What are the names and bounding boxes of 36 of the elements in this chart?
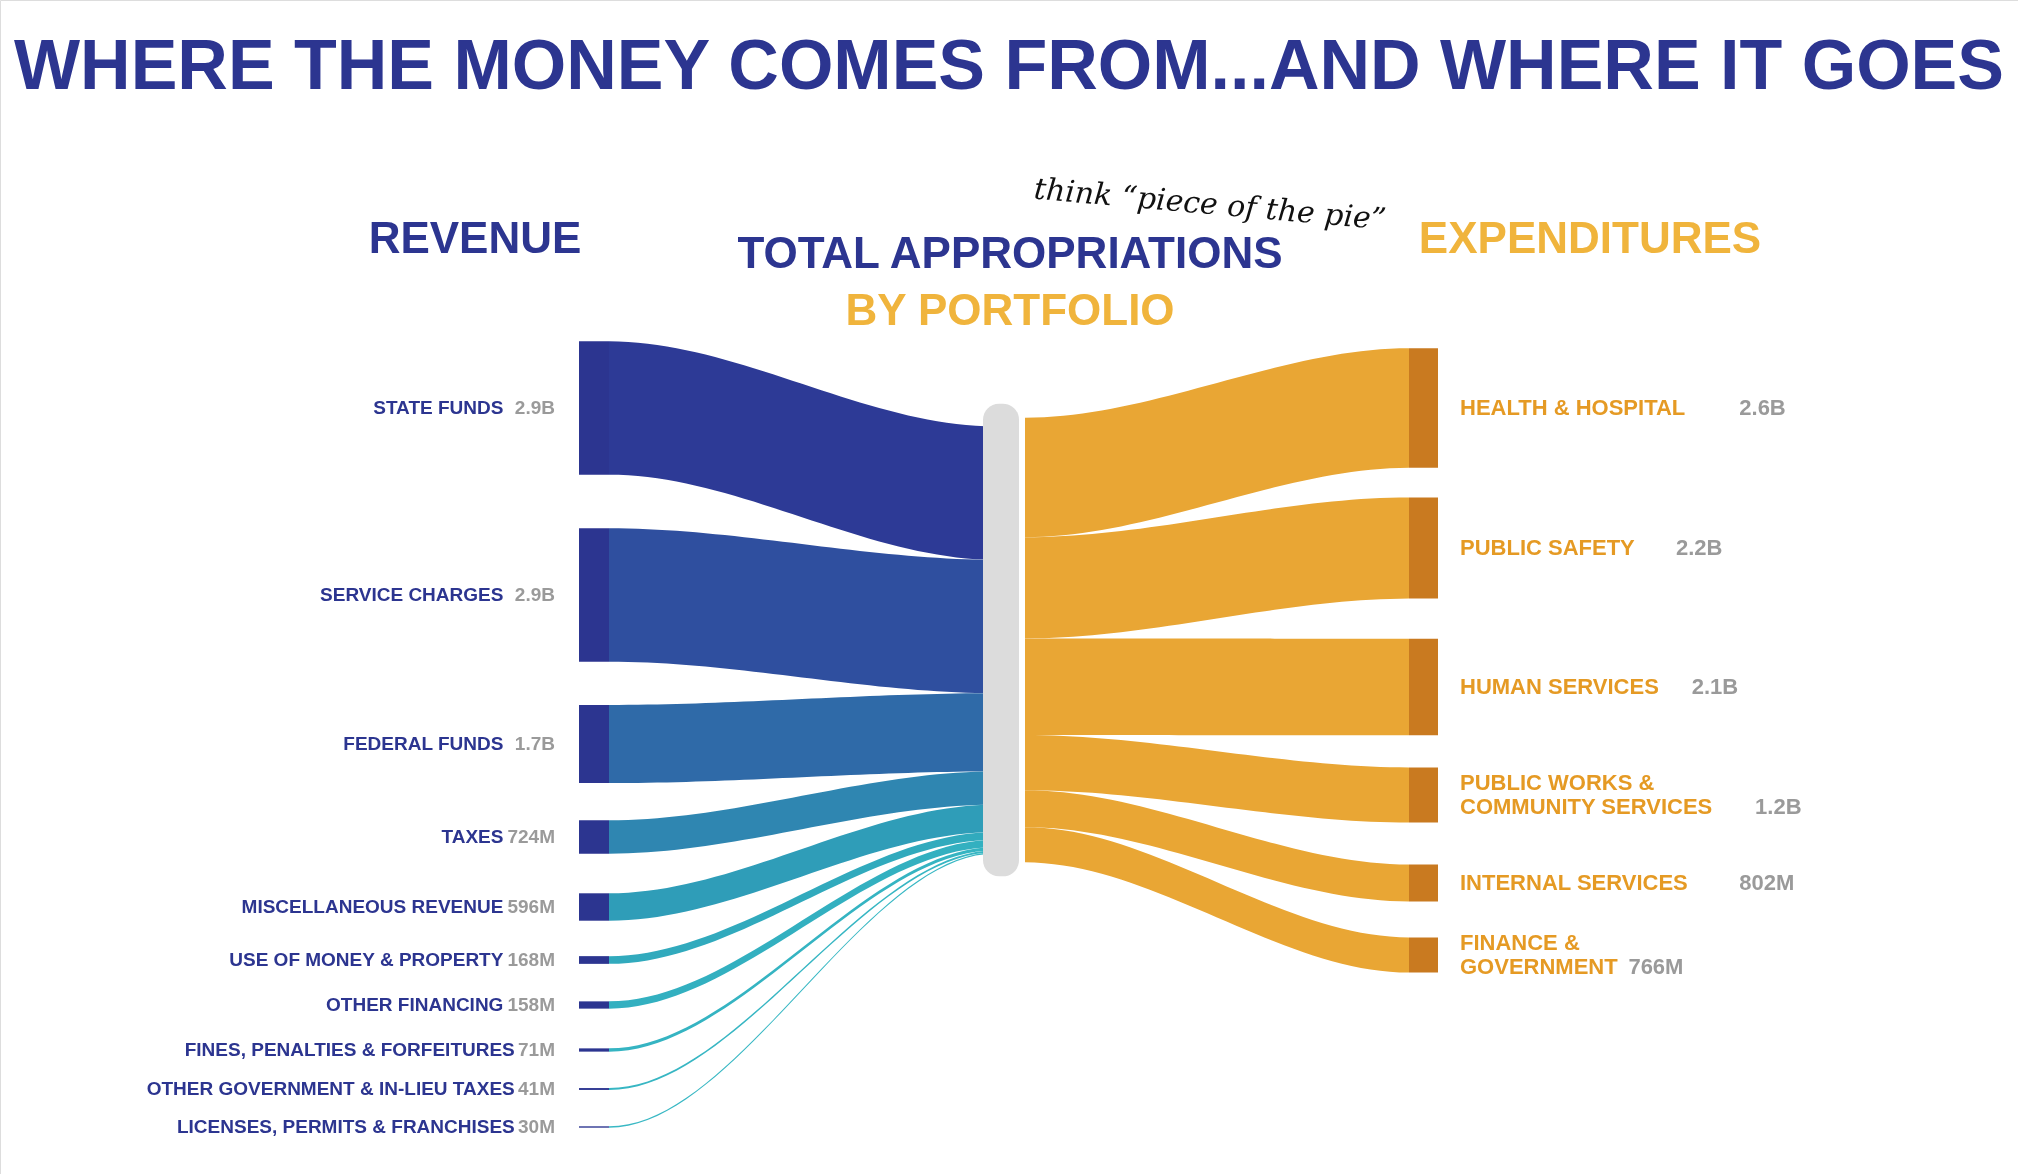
data-label: 41M [518,1078,555,1099]
category-label: FEDERAL FUNDS [343,733,504,754]
data-label: 1.2B [1755,794,1802,819]
category-label: PUBLIC WORKS & COMMUNITY SERVICES [1460,770,1713,819]
category-label: FINES, PENALTIES & FORFEITURES [184,1039,515,1060]
category-label: PUBLIC SAFETY [1460,535,1636,560]
category-label: LICENSES, PERMITS & FRANCHISES [176,1116,515,1137]
category-label: STATE FUNDS [373,397,504,418]
data-label: 71M [518,1039,555,1060]
data-label: 158M [507,994,555,1015]
data-label: 2.1B [1691,674,1739,699]
data-label: 1.7B [514,733,555,754]
text: BY PORTFOLIO [845,285,1175,334]
legend-label: REVENUE [368,213,582,262]
data-label: 2.9B [514,584,555,605]
category-label: FINANCE & GOVERNMENT [1460,930,1619,979]
category-label: HUMAN SERVICES [1460,674,1659,699]
category-label: OTHER FINANCING [326,994,504,1015]
data-label: 2.2B [1675,535,1723,560]
data-label: 596M [507,896,555,917]
text: WHERE THE MONEY COMES FROM...AND WHERE IT GOES [14,26,2004,104]
category-label: USE OF MONEY & PROPERTY [229,949,504,970]
category-label: INTERNAL SERVICES [1460,870,1688,895]
data-label: 766M [1628,954,1684,979]
legend-label: EXPENDITURES [1418,213,1762,262]
category-label: SERVICE CHARGES [320,584,504,605]
data-label: 2.6B [1739,395,1786,420]
category-label: TAXES [441,826,504,847]
category-label: HEALTH & HOSPITAL [1460,395,1686,420]
data-label: 724M [507,826,555,847]
data-label: 168M [507,949,555,970]
data-label: 2.9B [514,397,555,418]
category-label: MISCELLANEOUS REVENUE [241,896,504,917]
category-label: OTHER GOVERNMENT & IN-LIEU TAXES [146,1078,515,1099]
data-label: 30M [518,1116,555,1137]
data-label: 802M [1739,870,1795,895]
